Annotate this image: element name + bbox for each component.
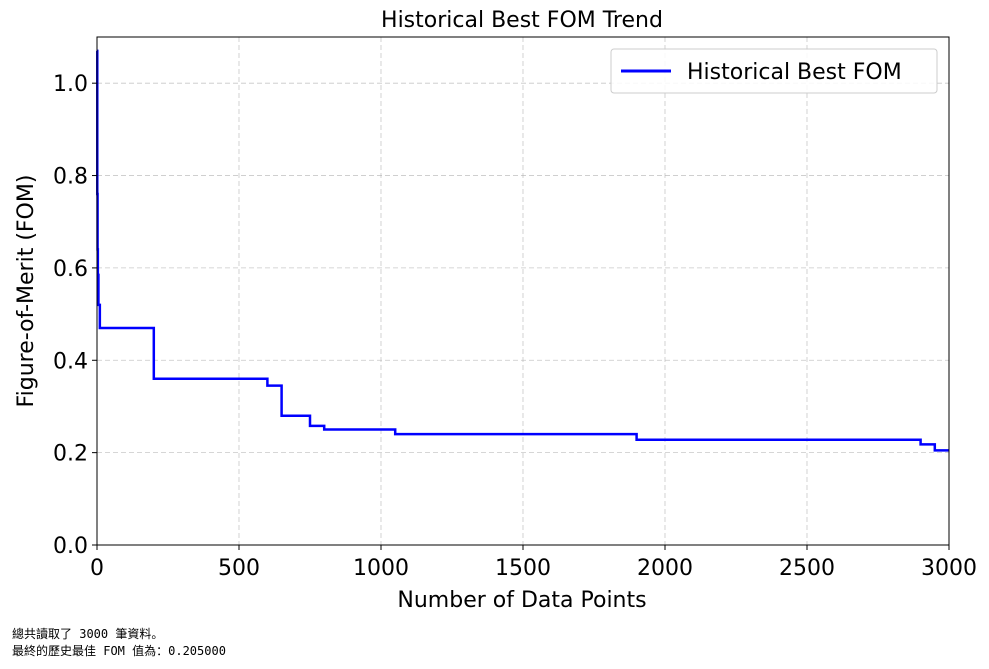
axis-ticks: 0 500 1000 1500 2000 2500 3000 0.0 0.2 0.4 0.6 0.8 1…: [53, 72, 977, 581]
x-tick-label: 0: [90, 556, 104, 581]
y-tick-label: 1.0: [53, 72, 88, 97]
y-tick-label: 0.4: [53, 349, 88, 374]
y-axis-label: Figure-of-Merit (FOM): [14, 175, 39, 408]
x-tick-label: 1000: [353, 556, 409, 581]
series-line-historical-best-fom: [96, 49, 949, 452]
x-tick-label: 2000: [637, 556, 693, 581]
series-layer: [96, 49, 949, 452]
x-tick-label: 3000: [921, 556, 977, 581]
x-tick-label: 2500: [779, 556, 835, 581]
console-line-total-records: 總共讀取了 3000 筆資料。: [12, 627, 164, 641]
grid-lines: [96, 37, 950, 546]
chart-title: Historical Best FOM Trend: [381, 8, 663, 33]
y-tick-label: 0.8: [53, 165, 88, 190]
y-tick-label: 0.2: [53, 442, 88, 467]
legend: Historical Best FOM: [610, 48, 938, 94]
fom-trend-chart: 0 500 1000 1500 2000 2500 3000 0.0 0.2 0.4 0.6 0.8 1…: [14, 8, 977, 613]
legend-label-historical-best-fom: Historical Best FOM: [687, 60, 902, 85]
x-axis-label: Number of Data Points: [397, 588, 646, 613]
x-tick-label: 1500: [495, 556, 551, 581]
legend-box: [610, 48, 938, 94]
x-tick-label: 500: [218, 556, 260, 581]
y-tick-label: 0.6: [53, 257, 88, 282]
console-line-best-fom: 最終的歷史最佳 FOM 值為：0.205000: [12, 644, 226, 658]
console-output: 總共讀取了 3000 筆資料。 最終的歷史最佳 FOM 值為：0.205000: [12, 626, 226, 660]
y-tick-label: 0.0: [53, 534, 88, 559]
